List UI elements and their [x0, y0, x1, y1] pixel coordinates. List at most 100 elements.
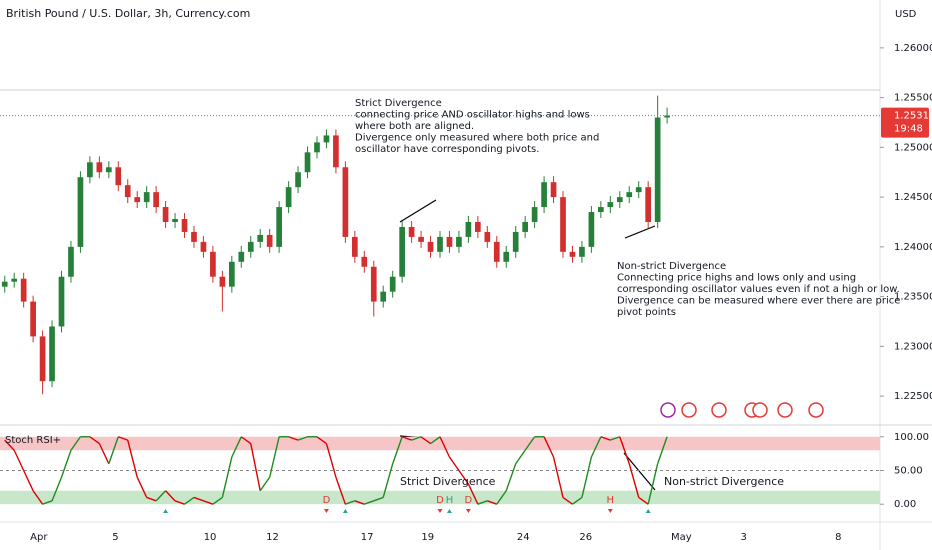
candle-body	[304, 152, 311, 173]
candle-body	[361, 256, 368, 267]
stoch-segment	[32, 490, 44, 505]
candle-body	[134, 197, 141, 203]
stoch-segment	[268, 436, 280, 478]
annotation-line: oscillator have corresponding pivots.	[355, 144, 539, 155]
candle-body	[58, 276, 65, 327]
candle-body	[569, 251, 576, 257]
stoch-segment	[448, 456, 460, 471]
stoch-segment	[439, 436, 451, 458]
stoch-segment	[297, 436, 308, 441]
y-tick-label: 1.23000	[894, 341, 932, 352]
x-tick-label: 17	[361, 532, 374, 543]
candle-body	[645, 187, 652, 222]
x-tick-label: 10	[204, 532, 217, 543]
candle-body	[503, 251, 510, 262]
stoch-segment	[23, 470, 34, 492]
candle-body	[295, 172, 301, 188]
candle-body	[465, 221, 472, 237]
candle-body	[512, 231, 519, 252]
chart-title: British Pound / U.S. Dollar, 3h, Currenc…	[6, 7, 250, 20]
event-icon	[711, 402, 727, 418]
candle-body	[550, 182, 557, 198]
y-tick-label: 1.23500	[894, 292, 932, 303]
candle-body	[115, 167, 122, 186]
stoch-segment	[382, 463, 394, 498]
annotation-line: connecting price AND oscillator highs an…	[355, 110, 590, 121]
stoch-segment	[98, 443, 110, 465]
candle-body	[1, 281, 8, 287]
signal-arrow	[607, 509, 613, 513]
annotation-line: Non-strict Divergence	[617, 261, 726, 272]
stoch-segment	[354, 500, 365, 505]
candle-body	[437, 236, 443, 252]
stoch-segment	[316, 436, 327, 445]
stoch-segment	[193, 496, 204, 502]
candle-body	[87, 162, 93, 178]
candle-body	[20, 278, 27, 302]
stoch-segment	[496, 490, 507, 505]
candle-body	[352, 236, 358, 257]
stoch-segment	[600, 436, 611, 441]
currency-label: USD	[895, 9, 917, 20]
y-tick-label: 1.26000	[894, 43, 932, 54]
x-tick-label: 12	[266, 532, 279, 543]
candle-body	[579, 246, 585, 257]
y-tick-label: 1.25500	[894, 93, 932, 104]
stoch-segment	[619, 436, 630, 464]
stoch-segment	[203, 500, 214, 505]
stoch-segment	[51, 476, 63, 502]
signal-arrow	[342, 509, 348, 513]
divergence-line	[399, 199, 437, 223]
event-icon	[808, 402, 824, 418]
candle-body	[380, 291, 387, 302]
candle-body	[247, 241, 254, 252]
candle-body	[172, 219, 178, 222]
x-tick-label: 24	[517, 532, 530, 543]
stoch-segment	[127, 439, 138, 478]
candle-body	[635, 187, 642, 193]
candle-body	[588, 212, 595, 247]
y-tick-label: 0.00	[894, 499, 916, 510]
stoch-segment	[505, 463, 517, 491]
signal-label: D	[465, 495, 473, 506]
stoch-segment	[515, 449, 526, 465]
candle-body	[541, 182, 547, 208]
candle-body	[30, 301, 36, 337]
candle-body	[153, 192, 159, 208]
band	[0, 490, 880, 505]
candle-body	[626, 192, 633, 198]
stoch-segment	[4, 439, 15, 451]
stoch-segment	[543, 436, 555, 458]
x-tick-label: 3	[741, 532, 747, 543]
stoch-segment	[467, 483, 479, 505]
annotation-line: corresponding oscillator values even if …	[617, 284, 900, 295]
signal-label: D	[323, 495, 331, 506]
stoch-segment	[581, 456, 593, 498]
candle-body	[475, 221, 481, 232]
annotation-line: Divergence only measured where both pric…	[355, 133, 599, 144]
stoch-segment	[401, 436, 412, 441]
candle-body	[285, 187, 292, 208]
stoch-segment	[590, 436, 602, 458]
event-icon	[777, 402, 793, 418]
stoch-segment	[364, 500, 374, 505]
candle-body	[266, 234, 273, 247]
stoch-segment	[656, 436, 668, 464]
candle-body	[616, 197, 623, 203]
candle-body	[96, 162, 103, 173]
stoch-segment	[430, 436, 441, 445]
candle-body	[408, 226, 415, 237]
stoch-segment	[335, 477, 347, 505]
candle-body	[77, 177, 84, 247]
x-tick-label: May	[671, 532, 692, 543]
stoch-segment	[184, 496, 195, 505]
stoch-segment	[524, 436, 536, 451]
candle-body	[323, 135, 330, 143]
stoch-segment	[373, 496, 384, 502]
band	[0, 436, 880, 451]
event-icon	[681, 402, 697, 418]
stoch-segment	[628, 463, 640, 498]
event-icon	[660, 402, 676, 418]
candle-body	[181, 219, 188, 232]
